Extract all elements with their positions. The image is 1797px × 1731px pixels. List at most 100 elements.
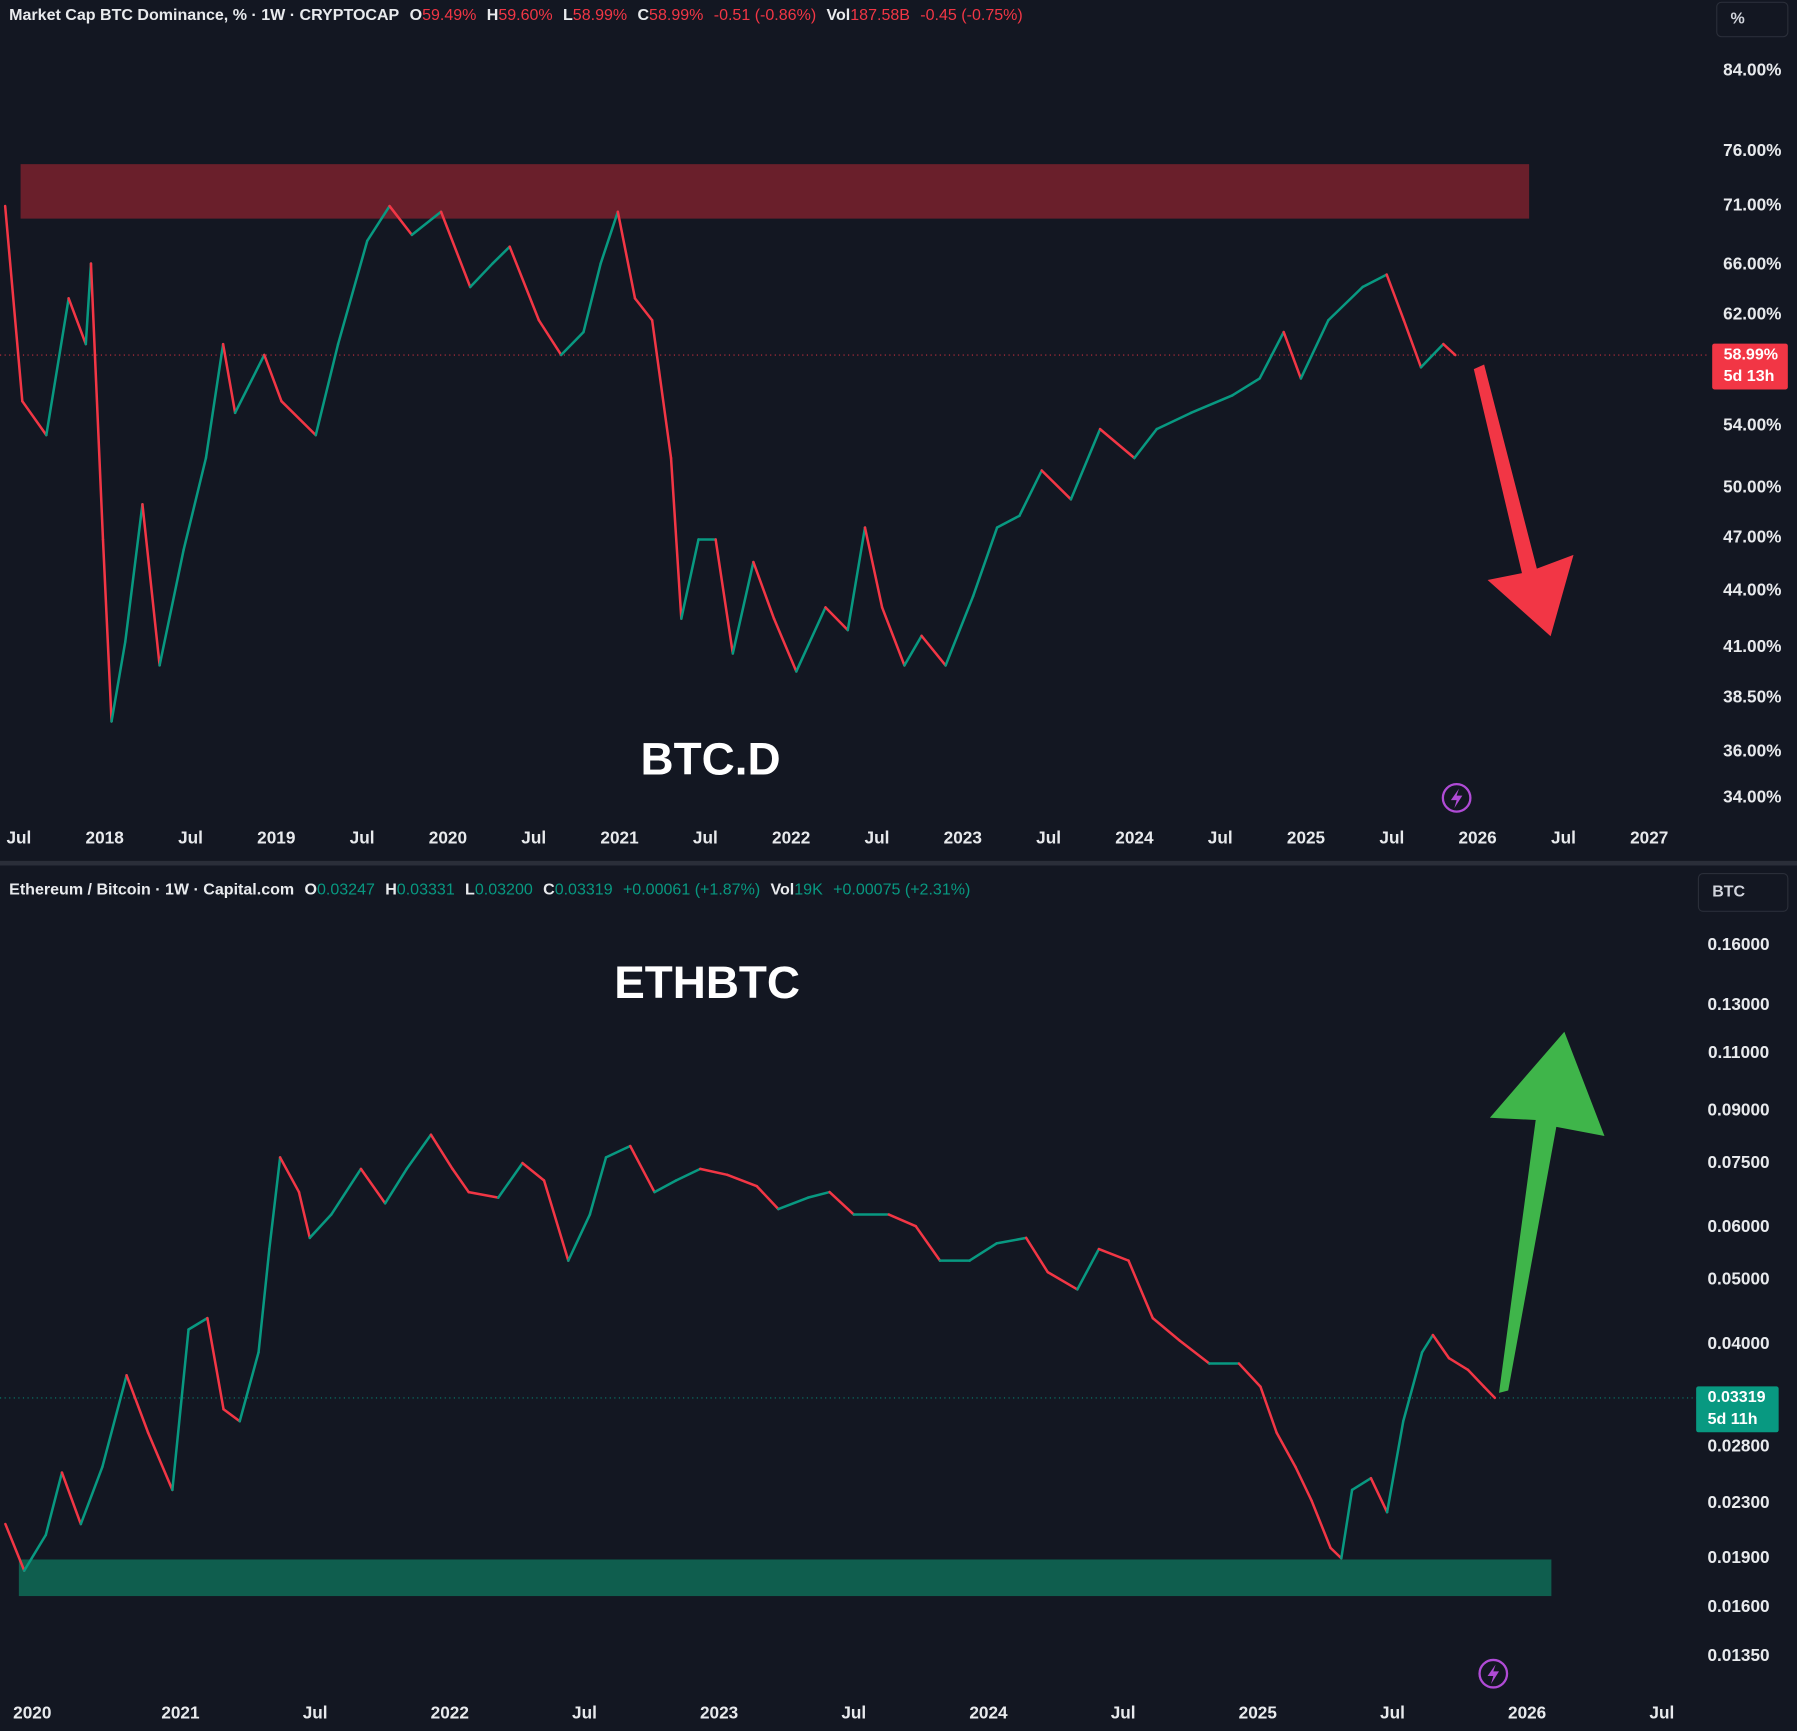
x-tick-label: Jul xyxy=(350,828,375,848)
price-segment xyxy=(1401,1350,1424,1423)
x-tick-label: 2021 xyxy=(600,828,639,848)
price-segment xyxy=(669,456,683,620)
price-segment xyxy=(206,1316,225,1411)
price-segment xyxy=(110,640,127,723)
price-segment xyxy=(222,1408,241,1423)
price-segment xyxy=(1098,427,1136,460)
x-tick-label: Jul xyxy=(1649,1702,1674,1722)
price-segment xyxy=(795,606,827,673)
unit-button[interactable]: % xyxy=(1731,10,1745,28)
price-segment xyxy=(559,330,585,357)
price-segment xyxy=(582,262,602,334)
price-segment xyxy=(79,1465,104,1526)
y-tick-label: 0.05000 xyxy=(1707,1269,1769,1289)
unit-button-frame xyxy=(1716,1,1789,38)
price-segment xyxy=(257,1247,271,1354)
price-segment xyxy=(308,1213,333,1240)
y-tick-label: 0.02800 xyxy=(1707,1435,1769,1455)
up-arrow xyxy=(1489,1031,1605,1393)
price-segment xyxy=(1230,377,1261,397)
volume-value: 187.58B xyxy=(850,6,910,24)
price-segment xyxy=(828,1190,856,1216)
price-segment xyxy=(278,1156,301,1194)
price-segment xyxy=(124,502,144,643)
last-price-tag xyxy=(1696,1386,1779,1433)
price-segment xyxy=(1258,330,1285,380)
price-segment xyxy=(944,595,975,667)
price-segment xyxy=(995,1236,1028,1245)
alert-icon[interactable] xyxy=(1478,1658,1509,1689)
price-segment xyxy=(491,245,511,265)
y-tick-label: 36.00% xyxy=(1723,741,1781,761)
price-segment xyxy=(1076,1247,1101,1291)
price-segment xyxy=(468,262,494,289)
price-segment xyxy=(628,1144,656,1194)
price-segment xyxy=(1369,1476,1389,1514)
x-tick-label: Jul xyxy=(1379,828,1404,848)
price-segment xyxy=(158,548,185,667)
price-segment xyxy=(171,1328,190,1492)
x-tick-label: 2020 xyxy=(13,1702,51,1722)
down-arrow xyxy=(1473,364,1574,637)
price-segment xyxy=(588,1156,608,1216)
price-segment xyxy=(1259,1385,1278,1435)
ohlc-value: 0.03247 xyxy=(317,881,375,899)
alert-icon[interactable] xyxy=(1441,782,1472,813)
price-segment xyxy=(725,1173,759,1188)
price-segment xyxy=(567,1213,592,1262)
price-segment xyxy=(1447,1356,1470,1372)
price-segment xyxy=(1419,342,1445,369)
y-tick-label: 0.16000 xyxy=(1707,934,1769,954)
countdown-label: 5d 13h xyxy=(1724,367,1775,385)
price-segment xyxy=(1466,1368,1486,1389)
y-tick-label: 0.01900 xyxy=(1707,1547,1769,1567)
price-segment xyxy=(44,1471,64,1537)
x-tick-label: Jul xyxy=(841,1702,866,1722)
ohlc-key: L xyxy=(465,881,475,899)
ohlc-key: O xyxy=(304,881,316,899)
price-segment xyxy=(22,1533,48,1572)
x-tick-label: Jul xyxy=(572,1702,597,1722)
x-tick-label: 2020 xyxy=(429,828,467,848)
y-tick-label: 41.00% xyxy=(1723,636,1781,656)
volume-key: Vol xyxy=(827,6,851,24)
price-segment xyxy=(508,245,541,322)
price-segment xyxy=(1385,1419,1405,1514)
price-segment xyxy=(182,456,208,552)
ohlc-value: 0.03319 xyxy=(555,881,613,899)
volume-change: -0.45 (-0.75%) xyxy=(920,6,1022,24)
price-segment xyxy=(1097,1247,1130,1262)
ohlc-key: L xyxy=(563,6,573,24)
x-tick-label: 2023 xyxy=(944,828,982,848)
x-tick-label: 2027 xyxy=(1630,828,1668,848)
price-segment xyxy=(914,1224,942,1262)
price-segment xyxy=(451,1167,470,1194)
price-segment xyxy=(537,318,563,357)
price-segment xyxy=(1299,318,1330,380)
last-price-tag xyxy=(1712,343,1788,390)
price-segment xyxy=(680,538,700,620)
y-tick-label: 0.06000 xyxy=(1707,1216,1769,1236)
price-segment xyxy=(497,1161,524,1199)
price-segment xyxy=(1155,411,1193,431)
last-price-label: 58.99% xyxy=(1724,345,1778,363)
price-segment xyxy=(968,1242,998,1262)
y-tick-label: 0.13000 xyxy=(1707,994,1769,1014)
price-segment xyxy=(141,502,161,667)
price-segment xyxy=(439,210,472,289)
price-segment xyxy=(1189,394,1234,415)
y-tick-label: 0.02300 xyxy=(1707,1492,1769,1512)
x-tick-label: 2025 xyxy=(1239,1702,1278,1722)
y-tick-label: 38.50% xyxy=(1723,687,1781,707)
ohlc-value: 0.03200 xyxy=(475,881,533,899)
price-segment xyxy=(650,318,673,460)
unit-button[interactable]: BTC xyxy=(1712,883,1745,901)
price-segment xyxy=(84,262,93,346)
volume-value: 19K xyxy=(794,881,823,899)
price-segment xyxy=(846,526,867,632)
price-segment xyxy=(1294,1465,1313,1503)
price-segment xyxy=(1310,1499,1332,1550)
price-segment xyxy=(204,342,225,460)
price-segment xyxy=(336,239,369,346)
